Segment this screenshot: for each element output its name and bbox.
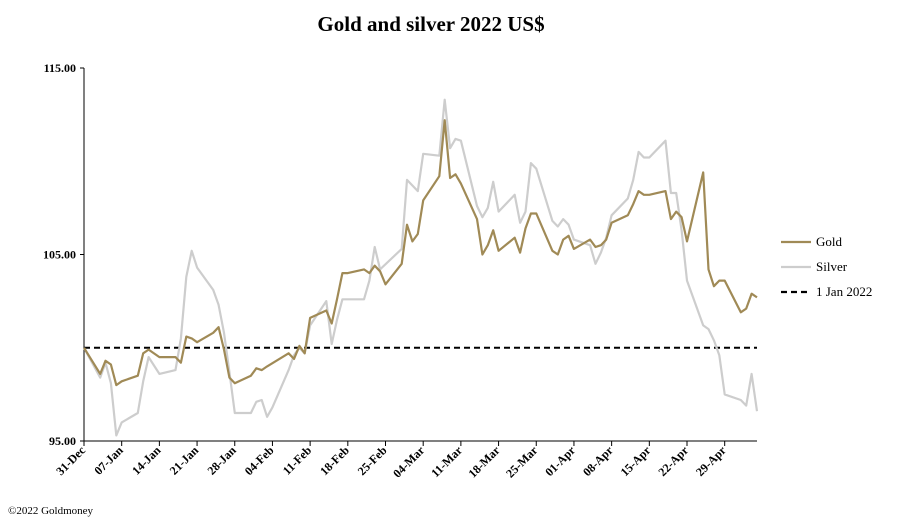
series-line-gold <box>83 119 758 387</box>
x-tick-label: 21-Jan <box>167 443 202 478</box>
x-tick-label: 08-Apr <box>580 443 616 479</box>
x-tick-label: 14-Jan <box>129 443 164 478</box>
x-tick-label: 04-Mar <box>390 443 428 481</box>
x-tick-label: 25-Feb <box>355 443 390 478</box>
x-tick-label: 25-Mar <box>503 443 541 481</box>
copyright-text: ©2022 Goldmoney <box>8 505 94 517</box>
x-tick-label: 04-Feb <box>242 443 277 478</box>
y-tick-label: 105.00 <box>43 248 76 262</box>
x-tick-label: 07-Jan <box>91 443 126 478</box>
x-tick-label: 11-Mar <box>428 443 465 480</box>
series-group <box>83 98 759 437</box>
x-tick-label: 22-Apr <box>655 443 691 479</box>
x-tick-label: 01-Apr <box>542 443 578 479</box>
x-tick-label: 31-Dec <box>53 443 88 478</box>
legend: Gold Silver 1 Jan 2022 <box>781 234 872 299</box>
legend-label-baseline: 1 Jan 2022 <box>816 284 872 299</box>
chart-title: Gold and silver 2022 US$ <box>317 12 545 36</box>
legend-label-silver: Silver <box>816 259 848 274</box>
y-tick-label: 115.00 <box>44 61 76 75</box>
legend-label-gold: Gold <box>816 234 843 249</box>
x-tick-label: 18-Feb <box>317 443 352 478</box>
x-tick-label: 29-Apr <box>693 443 729 479</box>
x-tick-label: 11-Feb <box>280 443 315 478</box>
series-line-silver <box>83 98 759 437</box>
y-tick-label: 95.00 <box>49 434 76 448</box>
x-tick-label: 15-Apr <box>618 443 654 479</box>
x-tick-label: 18-Mar <box>465 443 503 481</box>
axes-group: 95.00 105.00 115.00 31-Dec 07-Jan 14-Jan 21-Ja… <box>43 61 757 480</box>
x-tick-label: 28-Jan <box>204 443 239 478</box>
